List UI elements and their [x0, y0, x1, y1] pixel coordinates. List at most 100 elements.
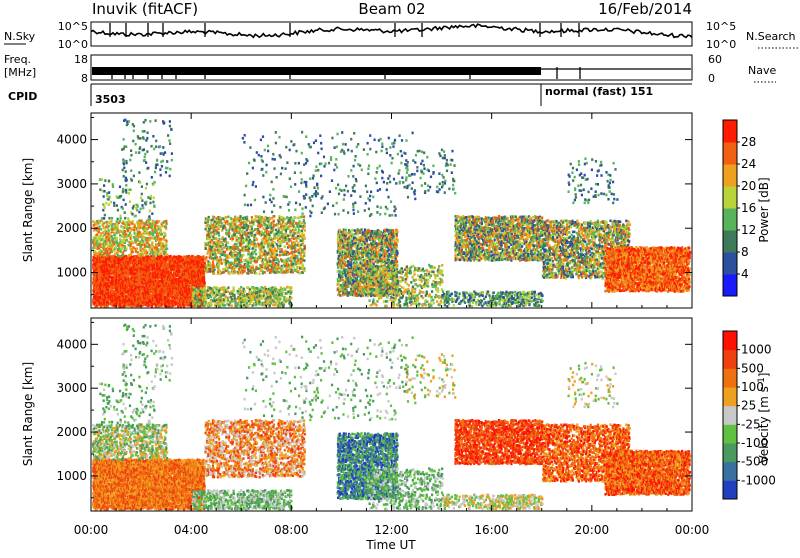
power-cell	[129, 269, 132, 273]
power-cell	[183, 278, 187, 282]
power-cell	[97, 278, 101, 282]
power-cell	[226, 219, 229, 223]
power-cell	[106, 303, 109, 306]
power-cell	[284, 249, 287, 253]
power-cell	[180, 276, 183, 279]
power-cell	[144, 262, 147, 265]
power-cell	[263, 271, 266, 274]
power-cell	[134, 260, 137, 263]
power-cell	[148, 257, 151, 260]
power-cell	[191, 254, 194, 258]
power-cell	[98, 301, 101, 305]
power-cell	[184, 268, 187, 272]
power-cell	[292, 219, 295, 222]
power-cell	[215, 237, 218, 241]
power-cell	[127, 295, 131, 299]
power-cell	[187, 277, 190, 281]
power-cell	[156, 295, 159, 299]
power-cell	[201, 262, 204, 266]
power-cell	[176, 294, 179, 297]
power-cell	[110, 293, 113, 297]
power-cell	[149, 295, 152, 299]
power-cell	[174, 291, 177, 295]
power-cell	[122, 162, 126, 166]
power-cell	[95, 288, 98, 292]
power-cell	[149, 201, 152, 205]
power-cell	[180, 285, 183, 288]
power-cell	[144, 266, 147, 270]
power-cell	[168, 296, 171, 300]
power-cell	[191, 277, 194, 281]
power-cell	[178, 287, 181, 290]
power-cell	[167, 134, 170, 137]
power-cell	[264, 223, 267, 226]
power-cell	[170, 128, 173, 131]
power-cell	[277, 226, 280, 230]
power-cell	[123, 230, 127, 233]
power-cell	[143, 285, 146, 289]
power-cell	[121, 268, 124, 272]
power-cell	[106, 298, 109, 301]
power-cell	[243, 259, 246, 262]
power-cell	[152, 258, 155, 262]
power-cell	[107, 265, 110, 269]
power-cell	[92, 236, 95, 240]
power-cell	[135, 280, 138, 284]
power-cell	[145, 298, 148, 302]
power-cell	[113, 201, 116, 205]
power-cell	[184, 261, 187, 264]
power-cell	[182, 258, 185, 262]
power-cell	[173, 290, 176, 294]
power-cell	[201, 275, 204, 278]
power-cell	[117, 303, 120, 306]
power-cell	[92, 266, 95, 269]
power-cell	[110, 259, 113, 263]
power-cell	[113, 204, 116, 207]
power-cell	[203, 257, 206, 261]
power-cell	[168, 288, 171, 292]
power-cell	[166, 255, 169, 258]
power-cell	[124, 300, 127, 304]
power-cell	[110, 258, 113, 261]
power-cell	[121, 281, 124, 284]
power-cell	[167, 282, 170, 286]
power-cell	[129, 261, 132, 265]
power-cell	[142, 262, 145, 265]
power-cell	[275, 249, 278, 253]
power-cell	[295, 239, 298, 243]
power-cell	[169, 167, 172, 171]
power-cell	[294, 254, 297, 258]
power-cell	[159, 274, 162, 278]
power-cell	[164, 301, 167, 304]
power-cell	[158, 220, 161, 223]
power-cell	[94, 268, 97, 271]
power-cell	[163, 277, 166, 280]
freq-label-1: Freq.	[4, 53, 31, 66]
power-cell	[127, 297, 131, 301]
power-cell	[185, 276, 188, 279]
power-cell	[165, 277, 168, 281]
power-cell	[117, 279, 121, 282]
power-cell	[182, 298, 186, 302]
power-cell	[189, 261, 192, 264]
power-cell	[103, 184, 106, 187]
power-cell	[99, 243, 102, 247]
power-cell	[244, 245, 247, 249]
power-cell	[184, 293, 187, 297]
power-cell	[151, 212, 154, 215]
power-cell	[199, 304, 202, 308]
nsearch-tick-top: 10^5	[706, 20, 736, 33]
power-cell	[137, 274, 140, 278]
power-cell	[277, 260, 280, 263]
power-cell	[147, 166, 150, 170]
power-cell	[264, 257, 267, 261]
power-cell	[185, 284, 188, 288]
power-cell	[96, 279, 99, 283]
power-cell	[237, 216, 240, 220]
power-cell	[99, 298, 102, 301]
power-cell	[163, 266, 166, 269]
power-cell	[171, 281, 174, 284]
power-cell	[127, 299, 130, 303]
power-cell	[197, 278, 200, 281]
